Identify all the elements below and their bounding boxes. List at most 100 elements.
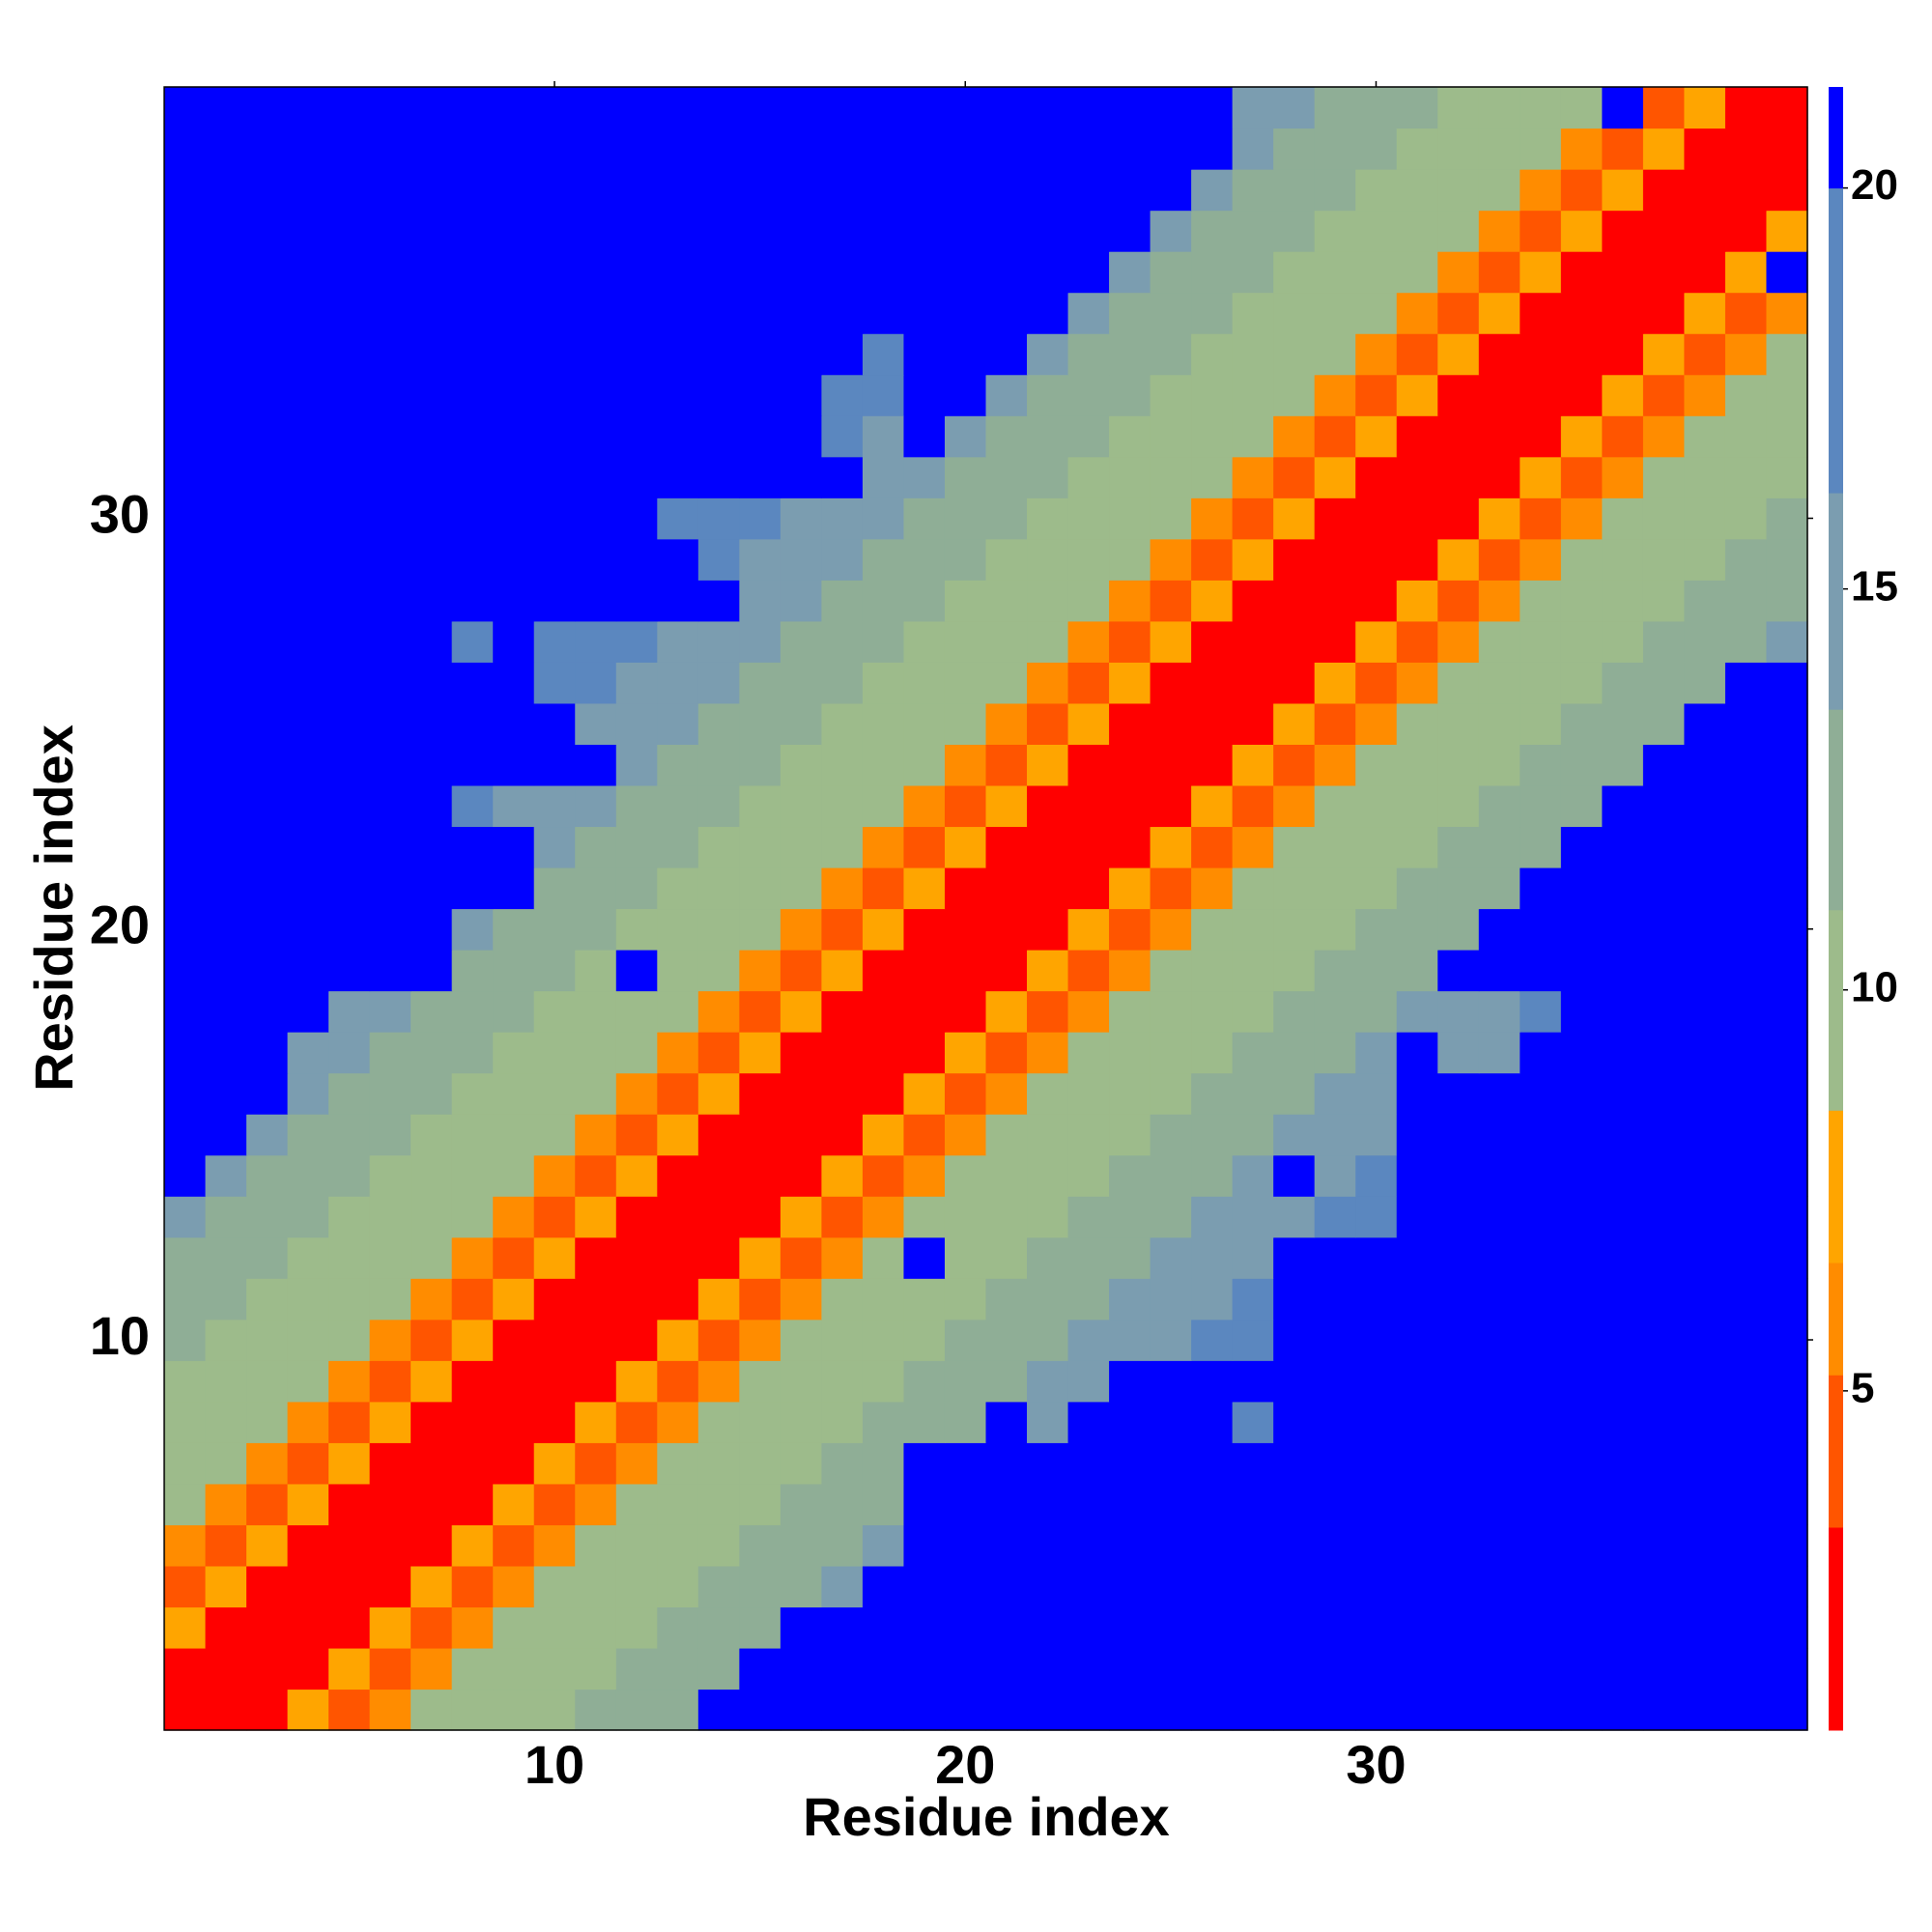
heatmap-cell: [1642, 1524, 1686, 1567]
colorbar-band: [1829, 1263, 1843, 1376]
heatmap-cell: [944, 1196, 987, 1238]
heatmap-cell: [1273, 128, 1316, 170]
heatmap-cell: [903, 826, 946, 868]
heatmap-cell: [1314, 1278, 1356, 1321]
heatmap-cell: [657, 950, 699, 992]
heatmap-cell: [821, 210, 864, 252]
heatmap-cell: [1560, 497, 1603, 540]
colorbar-band: [1829, 493, 1843, 710]
heatmap-cell: [1602, 1032, 1644, 1074]
heatmap-cell: [1232, 1606, 1274, 1649]
heatmap-cell: [697, 1114, 740, 1156]
heatmap-cell: [1396, 1154, 1438, 1197]
heatmap-cell: [205, 1072, 247, 1115]
heatmap-cell: [657, 210, 699, 252]
heatmap-cell: [1478, 1647, 1520, 1690]
heatmap-cell: [575, 1565, 617, 1608]
heatmap-cell: [780, 1114, 822, 1156]
heatmap-cell: [493, 1319, 535, 1361]
heatmap-cell: [1437, 702, 1480, 745]
heatmap-cell: [287, 1606, 329, 1649]
heatmap-cell: [1273, 292, 1316, 334]
heatmap-cell: [1437, 744, 1480, 786]
heatmap-cell: [697, 210, 740, 252]
heatmap-cell: [1560, 702, 1603, 745]
heatmap-cell: [1437, 538, 1480, 581]
heatmap-cell: [1520, 374, 1562, 416]
heatmap-cell: [1766, 1154, 1808, 1197]
heatmap-cell: [1642, 1483, 1686, 1525]
heatmap-cell: [369, 580, 412, 622]
heatmap-cell: [1766, 950, 1808, 992]
heatmap-cell: [1273, 950, 1316, 992]
heatmap-cell: [697, 1154, 740, 1197]
heatmap-cell: [1067, 497, 1110, 540]
heatmap-cell: [1067, 210, 1110, 252]
heatmap-cell: [533, 1442, 576, 1485]
heatmap-cell: [1027, 1647, 1069, 1690]
heatmap-cell: [1314, 415, 1356, 458]
heatmap-cell: [821, 1524, 864, 1567]
heatmap-cell: [1314, 210, 1356, 252]
heatmap-cell: [1396, 1401, 1438, 1443]
heatmap-cell: [1355, 87, 1398, 129]
heatmap-cell: [1437, 1114, 1480, 1156]
colorbar-band: [1829, 87, 1843, 189]
heatmap-cell: [164, 784, 207, 828]
colorbar-tick-label: 15: [1851, 562, 1898, 610]
heatmap-cell: [821, 1689, 864, 1731]
heatmap-cell: [1355, 1442, 1398, 1485]
heatmap-cell: [944, 1278, 987, 1321]
heatmap-cell: [1766, 1072, 1808, 1115]
heatmap-cell: [1232, 456, 1274, 498]
heatmap-cell: [1642, 620, 1686, 663]
heatmap-cell: [369, 784, 412, 828]
heatmap-cell: [1642, 1154, 1686, 1197]
heatmap-cell: [1766, 456, 1808, 498]
heatmap-cell: [615, 169, 658, 212]
heatmap-cell: [287, 1114, 329, 1156]
heatmap-cell: [615, 456, 658, 498]
heatmap-cell: [1355, 1072, 1398, 1115]
heatmap-cell: [1355, 333, 1398, 376]
heatmap-cell: [1273, 990, 1316, 1033]
heatmap-cell: [903, 1154, 946, 1197]
heatmap-cell: [821, 292, 864, 334]
heatmap-cell: [205, 1114, 247, 1156]
heatmap-cell: [1314, 1689, 1356, 1731]
heatmap-cell: [1724, 1689, 1768, 1731]
heatmap-cell: [1355, 1154, 1398, 1197]
heatmap-cell: [780, 1319, 822, 1361]
heatmap-cell: [1191, 908, 1234, 951]
heatmap-cell: [1724, 251, 1768, 294]
heatmap-cell: [287, 580, 329, 622]
heatmap-cell: [903, 210, 946, 252]
heatmap-cell: [1273, 1319, 1316, 1361]
heatmap-cell: [1396, 1524, 1438, 1567]
heatmap-cell: [1684, 1647, 1726, 1690]
heatmap-cell: [615, 1236, 658, 1279]
heatmap-cell: [1396, 1442, 1438, 1485]
heatmap-cell: [1396, 990, 1438, 1033]
heatmap-cell: [821, 538, 864, 581]
heatmap-cell: [1602, 1319, 1644, 1361]
heatmap-cell: [1067, 1524, 1110, 1567]
heatmap-cell: [493, 251, 535, 294]
heatmap-cell: [1684, 1565, 1726, 1608]
heatmap-cell: [1232, 1689, 1274, 1731]
heatmap-cell: [1067, 1154, 1110, 1197]
heatmap-cell: [205, 950, 247, 992]
heatmap-cell: [205, 867, 247, 910]
heatmap-cell: [1602, 620, 1644, 663]
heatmap-cell: [246, 662, 289, 704]
heatmap-cell: [615, 251, 658, 294]
heatmap-cell: [1642, 1360, 1686, 1403]
heatmap-cell: [493, 662, 535, 704]
heatmap-cell: [1560, 1236, 1603, 1279]
heatmap-cell: [287, 908, 329, 951]
heatmap-cell: [1314, 1401, 1356, 1443]
heatmap-cell: [533, 1114, 576, 1156]
heatmap-cell: [1520, 169, 1562, 212]
heatmap-cell: [739, 1196, 781, 1238]
